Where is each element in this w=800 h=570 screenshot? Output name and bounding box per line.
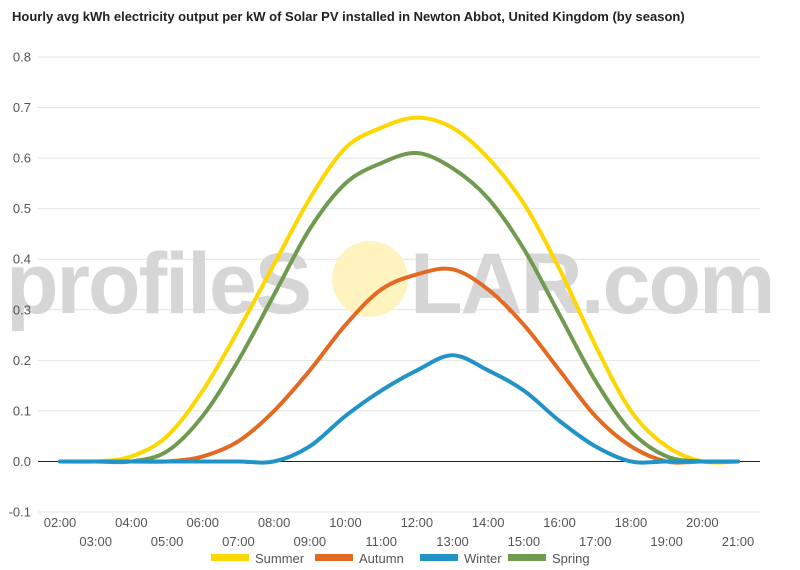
chart-title: Hourly avg kWh electricity output per kW… — [12, 9, 685, 24]
legend-label-spring[interactable]: Spring — [552, 551, 590, 566]
x-tick-label: 16:00 — [543, 515, 576, 530]
x-tick-label: 15:00 — [508, 534, 541, 549]
y-tick-label: 0.6 — [13, 151, 31, 166]
x-tick-label: 08:00 — [258, 515, 291, 530]
x-tick-label: 03:00 — [79, 534, 112, 549]
y-tick-label: 0.4 — [13, 252, 31, 267]
legend-swatch-spring[interactable] — [508, 554, 546, 561]
x-tick-label: 17:00 — [579, 534, 612, 549]
x-tick-label: 05:00 — [151, 534, 184, 549]
x-tick-label: 02:00 — [44, 515, 77, 530]
series-line-winter[interactable] — [58, 353, 740, 465]
x-tick-label: 18:00 — [615, 515, 648, 530]
y-tick-label: 0.2 — [13, 353, 31, 368]
legend-label-summer[interactable]: Summer — [255, 551, 305, 566]
x-tick-label: 04:00 — [115, 515, 148, 530]
x-tick-label: 12:00 — [401, 515, 434, 530]
legend: Summer Autumn Winter Spring — [211, 551, 590, 566]
y-tick-label: -0.1 — [9, 505, 31, 520]
x-tick-label: 19:00 — [650, 534, 683, 549]
legend-swatch-winter[interactable] — [420, 554, 458, 561]
series-line-spring[interactable] — [58, 151, 740, 465]
y-tick-label: 0.8 — [13, 50, 31, 65]
y-tick-label: 0.1 — [13, 403, 31, 418]
legend-swatch-autumn[interactable] — [315, 554, 353, 561]
legend-swatch-summer[interactable] — [211, 554, 249, 561]
x-tick-label: 09:00 — [294, 534, 327, 549]
x-tick-label: 14:00 — [472, 515, 505, 530]
series-line-summer[interactable] — [58, 115, 740, 465]
y-tick-label: 0.7 — [13, 100, 31, 115]
x-tick-label: 20:00 — [686, 515, 719, 530]
x-tick-label: 07:00 — [222, 534, 255, 549]
x-tick-label: 13:00 — [436, 534, 469, 549]
x-tick-label: 06:00 — [186, 515, 219, 530]
watermark-sun-icon — [332, 241, 408, 317]
legend-label-winter[interactable]: Winter — [464, 551, 502, 566]
x-tick-label: 10:00 — [329, 515, 362, 530]
y-tick-label: 0.0 — [13, 454, 31, 469]
y-tick-label: 0.5 — [13, 201, 31, 216]
x-tick-label: 21:00 — [722, 534, 755, 549]
watermark-text-post: LAR.com — [410, 236, 773, 332]
legend-label-autumn[interactable]: Autumn — [359, 551, 404, 566]
axis-layer: -0.1 0.0 0.1 0.2 0.3 0.4 0.5 0.6 0.7 0.8 02:00 04:0… — [9, 50, 760, 549]
x-tick-label: 11:00 — [365, 534, 397, 549]
y-tick-label: 0.3 — [13, 302, 31, 317]
series-layer — [58, 115, 740, 465]
